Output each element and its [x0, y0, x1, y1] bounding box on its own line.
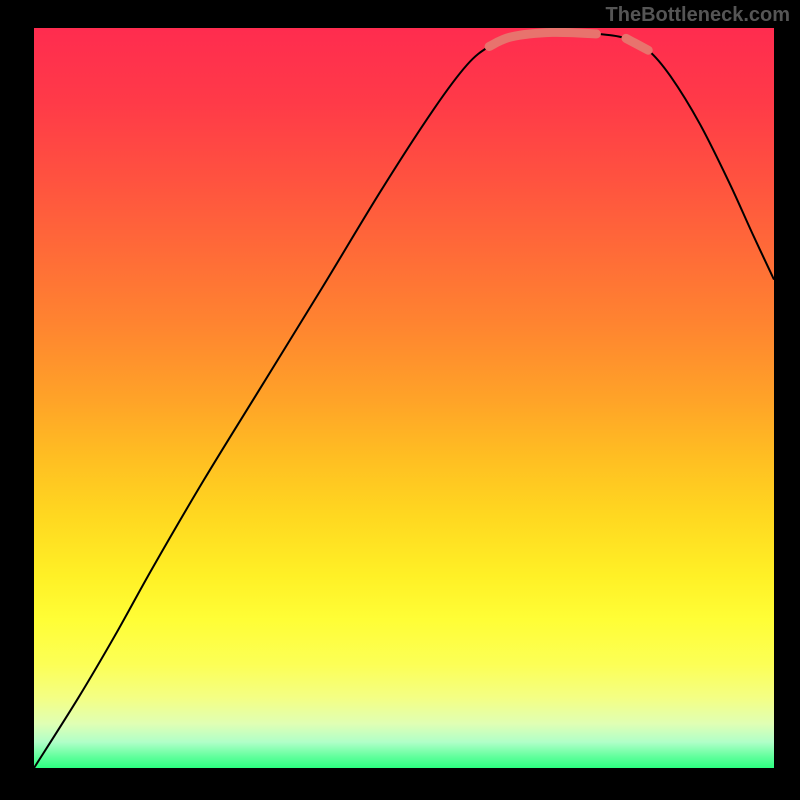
plot-area	[34, 28, 774, 768]
watermark-text: TheBottleneck.com	[606, 4, 790, 27]
chart-container: TheBottleneck.com	[0, 0, 800, 800]
chart-svg	[34, 28, 774, 768]
